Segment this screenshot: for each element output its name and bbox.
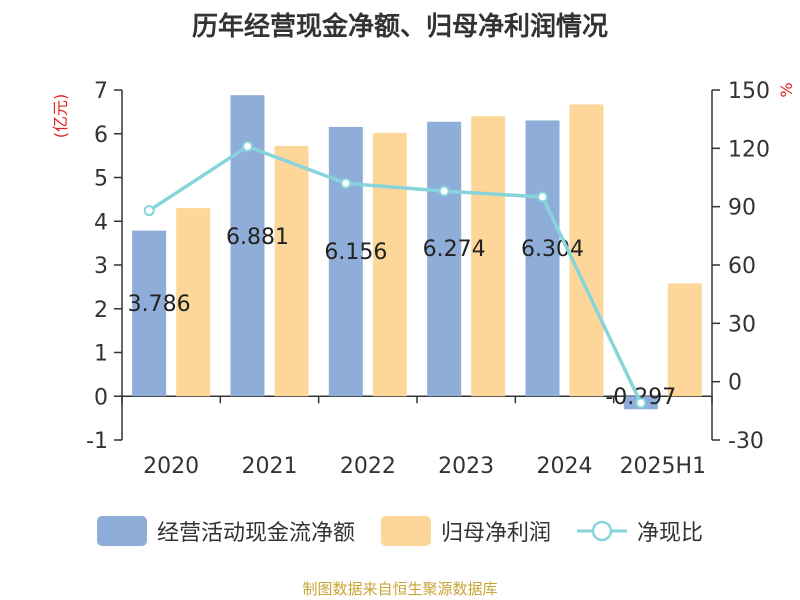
line-ratio-point: [635, 397, 647, 409]
y-left-tick-label: 2: [94, 298, 108, 323]
legend-swatch-cashflow: [96, 516, 147, 546]
y-right-tick-label: 150: [728, 79, 770, 104]
y-right-tick-label: 0: [728, 371, 742, 396]
line-ratio-point: [242, 140, 253, 152]
y-right-tick-label: 90: [728, 196, 756, 221]
bar-cashflow: [427, 121, 462, 397]
legend: 经营活动现金流净额 归母净利润 净现比: [0, 515, 800, 547]
bar-net-profit: [372, 132, 407, 397]
legend-item-net-profit[interactable]: 归母净利润: [380, 515, 551, 547]
x-tick-label: 2020: [143, 454, 199, 479]
bar-cashflow: [132, 230, 167, 397]
y-right-tick-label: 120: [728, 137, 770, 162]
y-left-tick-label: 1: [94, 342, 108, 367]
bar-net-profit: [667, 283, 702, 397]
y-left-axis-title: (亿元): [51, 94, 70, 139]
y-right-tick-label: -30: [728, 429, 764, 454]
bar-net-profit: [176, 208, 211, 397]
bar-net-profit: [569, 104, 604, 397]
bar-cashflow: [328, 126, 363, 397]
line-ratio-point: [438, 185, 450, 197]
data-label-cashflow: 6.304: [521, 237, 584, 262]
data-source-note: 制图数据来自恒生聚源数据库: [302, 580, 498, 598]
data-label-cashflow: 6.156: [324, 240, 387, 265]
legend-swatch-ratio: [577, 520, 627, 542]
data-label-cashflow: 3.786: [128, 292, 191, 317]
chart-title: 历年经营现金净额、归母净利润情况: [191, 12, 608, 42]
line-ratio-point: [340, 177, 352, 189]
y-left-tick-label: -1: [86, 429, 108, 454]
y-right-axis-title: %: [777, 82, 796, 97]
y-left-tick-label: 6: [94, 123, 108, 148]
legend-label-ratio: 净现比: [637, 521, 704, 546]
x-tick-label: 2021: [242, 454, 298, 479]
y-right-tick-label: 30: [728, 312, 756, 337]
line-ratio-point: [537, 191, 548, 203]
bar-cashflow: [525, 120, 560, 397]
y-left-tick-label: 5: [94, 167, 108, 192]
x-tick-label: 2024: [537, 454, 593, 479]
y-left-tick-label: 7: [94, 79, 108, 104]
y-left-tick-label: 0: [94, 385, 108, 410]
y-left-tick-label: 4: [94, 210, 108, 235]
y-right-tick-label: 60: [728, 254, 756, 279]
y-left-tick-label: 3: [94, 254, 108, 279]
bar-net-profit: [471, 116, 506, 397]
x-tick-label: 2025H1: [620, 454, 707, 479]
x-tick-label: 2022: [340, 454, 396, 479]
bar-net-profit: [274, 146, 309, 397]
legend-item-cashflow[interactable]: 经营活动现金流净额: [96, 515, 355, 547]
legend-label-cashflow: 经营活动现金流净额: [156, 521, 355, 546]
line-ratio-point: [143, 205, 155, 217]
x-tick-label: 2023: [438, 454, 494, 479]
data-label-cashflow: 6.274: [423, 237, 486, 262]
legend-item-ratio[interactable]: 净现比: [577, 515, 703, 547]
data-label-cashflow: 6.881: [226, 225, 289, 250]
legend-swatch-net-profit: [380, 516, 431, 546]
legend-label-net-profit: 归母净利润: [440, 521, 551, 546]
line-ratio: [148, 144, 643, 404]
